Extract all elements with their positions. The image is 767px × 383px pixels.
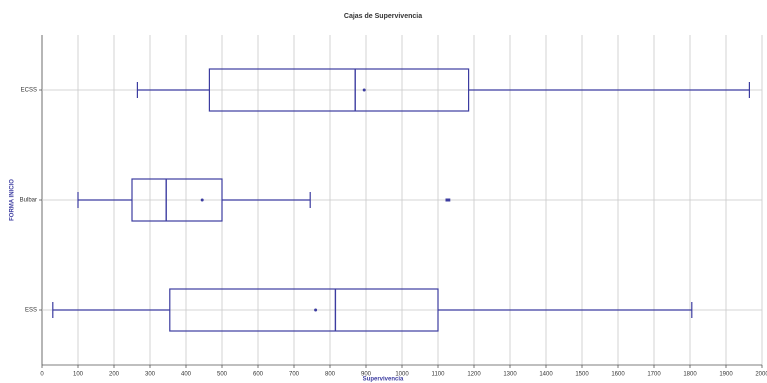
x-tick-label: 600 [253,372,264,378]
x-tick-label: 800 [325,372,336,378]
x-tick-label: 1200 [467,372,481,378]
x-tick-label: 900 [361,372,372,378]
x-tick-label: 1300 [503,372,517,378]
box [208,68,470,112]
y-tick-label: Bulbar [20,198,37,204]
x-tick-label: 500 [217,372,228,378]
x-tick-label: 1500 [575,372,589,378]
x-tick-label: 1800 [683,372,697,378]
x-tick-label: 1700 [647,372,661,378]
outlier [447,198,451,202]
x-tick-label: 0 [40,372,44,378]
x-tick-label: 300 [145,372,156,378]
x-tick-label: 2000 [755,372,767,378]
y-tick-label: ECSS [21,88,37,94]
mean [362,88,366,92]
mean [314,308,318,312]
x-axis-title: Supervivencia [363,377,404,383]
x-tick-label: 100 [73,372,84,378]
chart-title: Cajas de Supervivencia [344,13,422,20]
x-tick-label: 200 [109,372,120,378]
y-tick-label: ESS [25,308,37,314]
x-tick-label: 1900 [719,372,733,378]
box [131,178,223,222]
x-tick-label: 1100 [432,372,446,378]
x-tick-label: 1400 [539,372,553,378]
box [169,288,439,332]
y-axis-title: FORMA INICIO [10,179,16,221]
x-tick-label: 1600 [611,372,625,378]
mean [200,198,204,202]
x-tick-label: 1000 [395,372,409,378]
x-tick-label: 400 [181,372,192,378]
x-tick-label: 700 [289,372,300,378]
outlier [445,198,449,202]
